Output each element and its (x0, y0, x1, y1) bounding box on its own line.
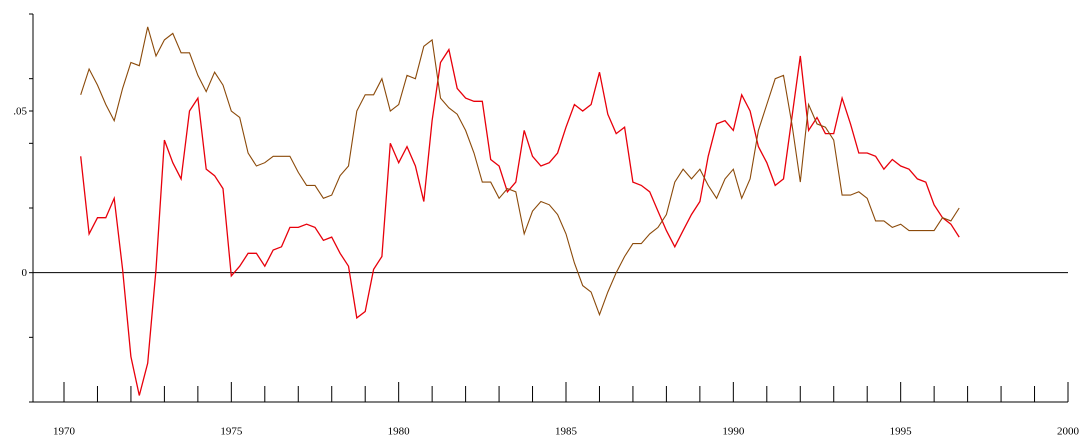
x-tick-label: 1985 (555, 426, 578, 438)
x-tick-label: 1970 (53, 426, 76, 438)
x-tick-label: 1995 (890, 426, 913, 438)
x-tick-label: 1980 (388, 426, 411, 438)
x-tick-label: 1975 (220, 426, 243, 438)
series-line (80, 26, 960, 317)
x-tick-label: 2000 (1057, 426, 1080, 438)
series-line (80, 47, 960, 396)
y-tick-label: 0 (22, 267, 28, 279)
x-tick-label: 1990 (722, 426, 745, 438)
y-tick-label: .05 (13, 106, 27, 118)
